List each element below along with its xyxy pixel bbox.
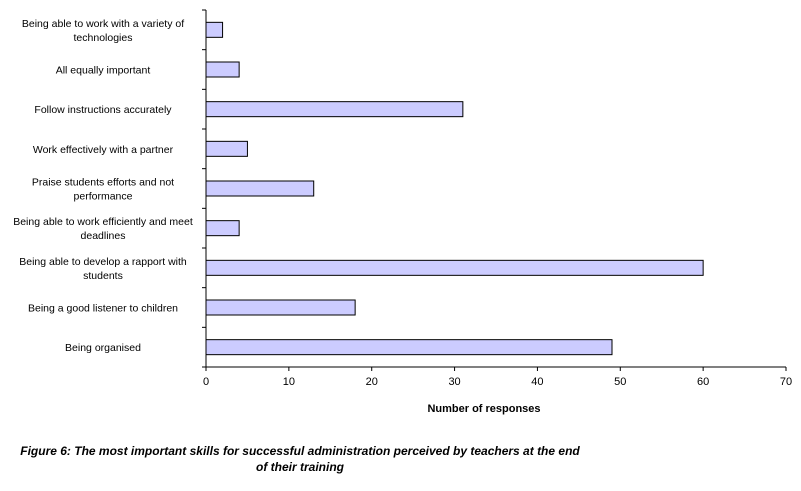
category-label: Being able to develop a rapport with stud… (19, 256, 187, 282)
x-tick-label: 0 (203, 376, 209, 388)
x-tick-label: 50 (614, 376, 626, 388)
category-label-line: technologies (74, 32, 133, 44)
category-label-line: performance (74, 191, 133, 203)
category-label: All equally important (56, 65, 151, 77)
category-label-line: deadlines (81, 230, 126, 242)
bar (205, 101, 464, 118)
category-label-line: Being able to work with a variety of (22, 18, 184, 30)
category-label-line: Being able to develop a rapport with (19, 256, 187, 268)
axes (205, 10, 786, 368)
category-label-line: Being a good listener to children (28, 303, 178, 315)
bar (205, 21, 224, 38)
x-tick-label: 60 (697, 376, 709, 388)
bar (205, 220, 240, 237)
category-label: Follow instructions accurately (34, 104, 172, 116)
category-label: Being able to work with a variety of tech… (22, 18, 184, 44)
bars (205, 21, 704, 356)
y-axis-ticks (202, 9, 206, 368)
caption-line-2: of their training (256, 460, 344, 474)
x-tick-label: 20 (366, 376, 378, 388)
bar (205, 299, 356, 316)
category-label-line: Follow instructions accurately (34, 104, 172, 116)
category-label-line: students (83, 270, 123, 282)
category-label-line: All equally important (56, 65, 151, 77)
bar (205, 61, 240, 78)
x-tick-label: 30 (448, 376, 460, 388)
x-axis-title: Number of responses (427, 403, 540, 415)
bar (205, 140, 248, 157)
x-tick-label: 10 (283, 376, 295, 388)
category-label: Being a good listener to children (28, 303, 178, 315)
category-label-line: Being organised (65, 342, 141, 354)
category-label: Work effectively with a partner (33, 144, 174, 156)
category-label: Praise students efforts and not performan… (32, 177, 174, 203)
category-label: Being able to work efficiently and meet d… (13, 216, 193, 242)
bar (205, 259, 704, 276)
figure-caption: Figure 6: The most important skills for … (0, 443, 600, 475)
category-label: Being organised (65, 342, 141, 354)
caption-line-1: Figure 6: The most important skills for … (20, 444, 580, 458)
x-tick-label: 40 (531, 376, 543, 388)
category-labels: Being able to work with a variety of tech… (13, 18, 193, 354)
x-axis-ticks: 0 10 20 30 40 50 60 70 (203, 367, 792, 388)
category-label-line: Praise students efforts and not (32, 177, 174, 189)
category-label-line: Being able to work efficiently and meet (13, 216, 193, 228)
x-tick-label: 70 (780, 376, 792, 388)
bar (205, 180, 315, 197)
bar (205, 339, 613, 356)
bar-chart: Being able to work with a variety of tech… (13, 9, 792, 415)
category-label-line: Work effectively with a partner (33, 144, 174, 156)
